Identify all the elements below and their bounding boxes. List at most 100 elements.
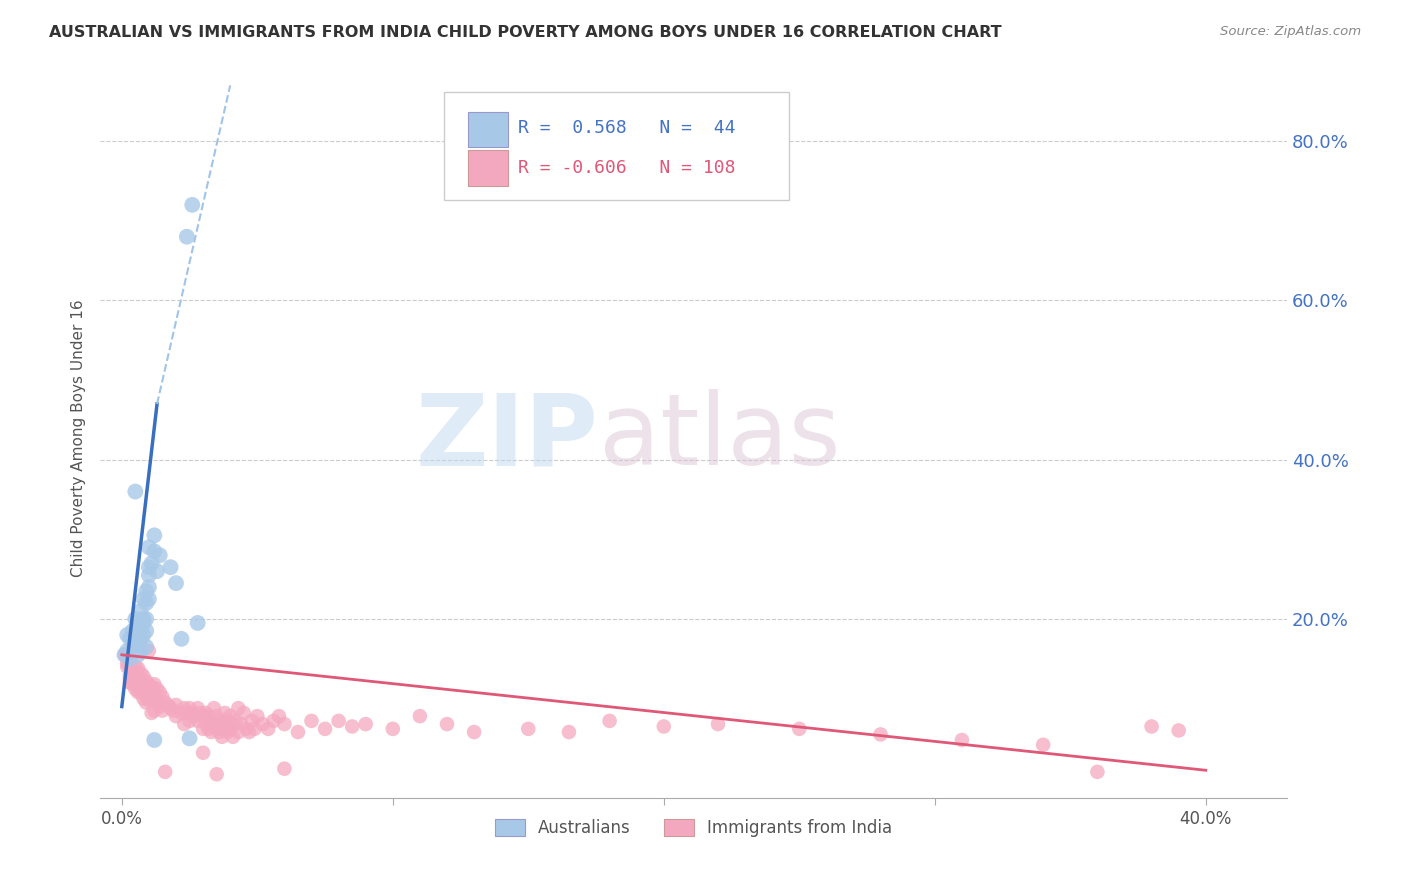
Point bbox=[118, 652, 141, 666]
Legend: Australians, Immigrants from India: Australians, Immigrants from India bbox=[488, 813, 900, 844]
Point bbox=[211, 730, 233, 744]
Point bbox=[173, 717, 195, 731]
Text: R = -0.606   N = 108: R = -0.606 N = 108 bbox=[517, 159, 735, 177]
Point bbox=[229, 717, 252, 731]
Point bbox=[246, 709, 269, 723]
Point bbox=[314, 722, 336, 736]
Point bbox=[124, 681, 146, 696]
Point bbox=[135, 674, 157, 689]
Point bbox=[149, 699, 172, 714]
Point bbox=[165, 698, 187, 712]
Point bbox=[121, 640, 143, 654]
Point bbox=[132, 615, 155, 630]
Point bbox=[124, 666, 146, 681]
Point bbox=[124, 484, 146, 499]
Point bbox=[202, 717, 225, 731]
Point bbox=[219, 722, 242, 736]
Point bbox=[170, 706, 193, 720]
Point bbox=[135, 596, 157, 610]
Point bbox=[127, 636, 149, 650]
Point bbox=[127, 685, 149, 699]
Point bbox=[208, 714, 231, 728]
Text: Source: ZipAtlas.com: Source: ZipAtlas.com bbox=[1220, 25, 1361, 38]
Point bbox=[225, 714, 247, 728]
Point bbox=[197, 709, 219, 723]
Point bbox=[138, 677, 160, 691]
Point bbox=[1032, 738, 1054, 752]
Point bbox=[165, 709, 187, 723]
Text: ZIP: ZIP bbox=[416, 389, 599, 486]
Point bbox=[121, 677, 143, 691]
Point bbox=[129, 644, 152, 658]
Point bbox=[146, 696, 169, 710]
FancyBboxPatch shape bbox=[468, 150, 509, 186]
Point bbox=[179, 714, 201, 728]
Point bbox=[159, 701, 181, 715]
Point bbox=[340, 719, 363, 733]
Point bbox=[143, 733, 166, 747]
Point bbox=[273, 762, 295, 776]
Point bbox=[138, 541, 160, 555]
Point bbox=[149, 685, 172, 699]
Point bbox=[138, 568, 160, 582]
Point bbox=[132, 691, 155, 706]
Point bbox=[141, 693, 163, 707]
Point bbox=[228, 701, 250, 715]
Point bbox=[179, 731, 201, 746]
Point bbox=[138, 560, 160, 574]
Point bbox=[170, 632, 193, 646]
Point bbox=[127, 669, 149, 683]
Point bbox=[143, 704, 166, 718]
Point bbox=[143, 528, 166, 542]
Point bbox=[200, 725, 222, 739]
Point bbox=[162, 704, 184, 718]
Point bbox=[232, 706, 254, 720]
Point bbox=[141, 706, 163, 720]
Point bbox=[159, 560, 181, 574]
Point bbox=[273, 717, 295, 731]
Point bbox=[252, 717, 274, 731]
Point bbox=[135, 584, 157, 599]
Point bbox=[118, 667, 141, 681]
Point bbox=[127, 680, 149, 694]
Point bbox=[135, 683, 157, 698]
Point bbox=[211, 717, 233, 731]
Point bbox=[135, 624, 157, 638]
Point bbox=[436, 717, 458, 731]
Point bbox=[132, 680, 155, 694]
Point bbox=[153, 764, 176, 779]
Point bbox=[132, 669, 155, 683]
Point bbox=[143, 690, 166, 704]
Point bbox=[127, 648, 149, 662]
Point bbox=[191, 709, 214, 723]
Point bbox=[787, 722, 810, 736]
Point bbox=[238, 725, 260, 739]
Point bbox=[219, 709, 242, 723]
Point bbox=[191, 746, 214, 760]
Text: AUSTRALIAN VS IMMIGRANTS FROM INDIA CHILD POVERTY AMONG BOYS UNDER 16 CORRELATIO: AUSTRALIAN VS IMMIGRANTS FROM INDIA CHIL… bbox=[49, 25, 1002, 40]
Point bbox=[132, 612, 155, 626]
Point bbox=[217, 725, 239, 739]
Point bbox=[409, 709, 432, 723]
Point bbox=[149, 548, 172, 562]
Point bbox=[558, 725, 581, 739]
Point bbox=[187, 615, 209, 630]
Point bbox=[707, 717, 730, 731]
Point bbox=[217, 714, 239, 728]
Point bbox=[222, 730, 245, 744]
Point bbox=[517, 722, 540, 736]
Point bbox=[121, 669, 143, 683]
Point bbox=[181, 706, 204, 720]
Point bbox=[129, 604, 152, 618]
Point bbox=[124, 632, 146, 646]
Point bbox=[143, 677, 166, 691]
Point bbox=[141, 556, 163, 570]
Point bbox=[950, 733, 973, 747]
Point bbox=[187, 714, 209, 728]
Point bbox=[197, 722, 219, 736]
Point bbox=[146, 681, 169, 696]
Point bbox=[129, 675, 152, 690]
Point bbox=[202, 701, 225, 715]
Point bbox=[228, 725, 250, 739]
Point bbox=[184, 709, 207, 723]
